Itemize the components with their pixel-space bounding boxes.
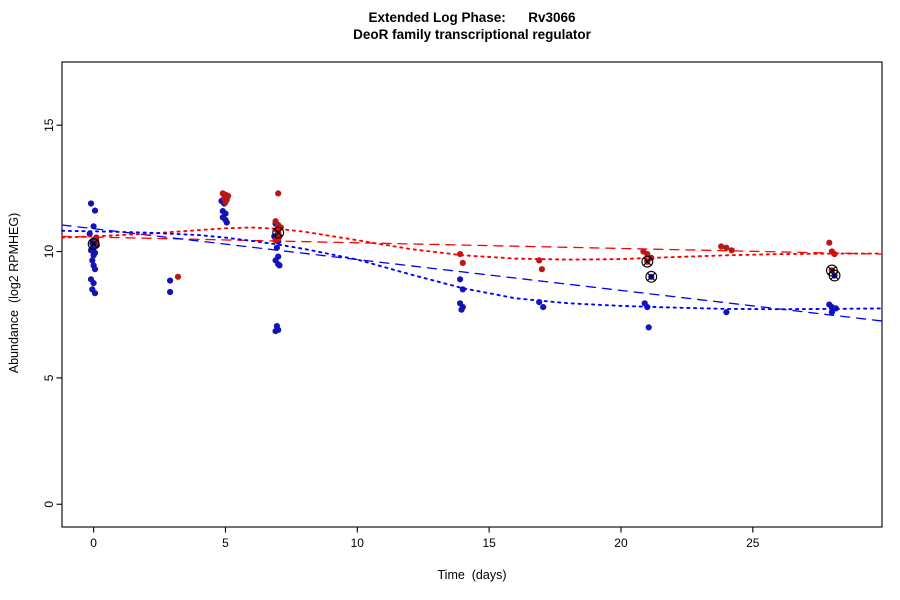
condition-red-point: [275, 190, 282, 197]
flag-cross: [647, 272, 656, 281]
condition-blue-point: [90, 223, 97, 230]
x-axis-label: Time (days): [437, 568, 507, 582]
x-tick-label: 20: [614, 536, 628, 550]
condition-blue-point: [86, 230, 93, 237]
condition-blue-point: [828, 309, 836, 316]
chart-subtitle: DeoR family transcriptional regulator: [353, 27, 591, 42]
condition-blue-point: [91, 266, 99, 273]
condition-blue-point: [723, 309, 730, 316]
condition-blue-point: [645, 324, 652, 331]
flag-ring: [645, 270, 658, 283]
condition-red-point: [723, 244, 730, 251]
condition-red-point: [826, 239, 833, 246]
x-tick-label: 5: [222, 536, 229, 550]
condition-red-point: [459, 259, 466, 266]
condition-red-point: [272, 237, 279, 244]
y-tick-label: 0: [42, 501, 56, 508]
y-tick-label: 10: [42, 245, 56, 259]
blue-loess-fit: [61, 229, 883, 311]
x-tick-label: 10: [351, 536, 365, 550]
flag-cross: [89, 239, 98, 249]
condition-blue-point: [276, 262, 283, 269]
condition-blue-point: [90, 280, 97, 287]
condition-blue-point: [223, 219, 230, 226]
flag-ring: [87, 238, 100, 250]
chart-title: Extended Log Phase: Rv3066: [368, 10, 576, 25]
condition-red-point: [457, 251, 464, 258]
condition-blue-point: [457, 276, 464, 283]
condition-blue-point: [458, 306, 465, 313]
condition-blue-point: [87, 200, 95, 207]
condition-blue-point: [167, 277, 174, 284]
flag-ring: [828, 269, 841, 282]
y-tick-label: 5: [42, 374, 56, 381]
x-tick-label: 25: [746, 536, 760, 550]
condition-blue-point: [91, 290, 99, 297]
plot-box: [61, 61, 883, 528]
red-linear-fit: [61, 235, 883, 255]
condition-red-point: [538, 266, 546, 273]
flag-cross: [830, 271, 839, 280]
condition-blue-point: [832, 305, 840, 312]
flag-ring: [641, 255, 654, 268]
condition-blue-point: [167, 288, 174, 296]
flag-cross: [643, 257, 652, 266]
flag-cross: [274, 228, 283, 237]
x-tick-label: 15: [482, 536, 496, 550]
condition-blue-point: [90, 252, 97, 259]
y-axis-label: Abundance (log2 RPMHEG): [7, 212, 21, 374]
condition-blue-point: [540, 304, 547, 311]
condition-red-point: [728, 247, 735, 254]
condition-blue-point: [273, 244, 280, 251]
condition-red-point: [222, 199, 229, 206]
condition-blue-point: [91, 207, 99, 214]
y-tick-label: 15: [42, 118, 56, 132]
flag-ring: [272, 226, 285, 239]
x-tick-label: 0: [90, 536, 97, 550]
blue-linear-fit: [61, 224, 883, 322]
red-loess-fit: [61, 226, 883, 261]
condition-red-point: [644, 251, 651, 258]
condition-blue-point: [272, 328, 279, 335]
condition-blue-point: [89, 257, 96, 264]
condition-red-point: [174, 273, 182, 280]
condition-red-point: [718, 243, 725, 250]
